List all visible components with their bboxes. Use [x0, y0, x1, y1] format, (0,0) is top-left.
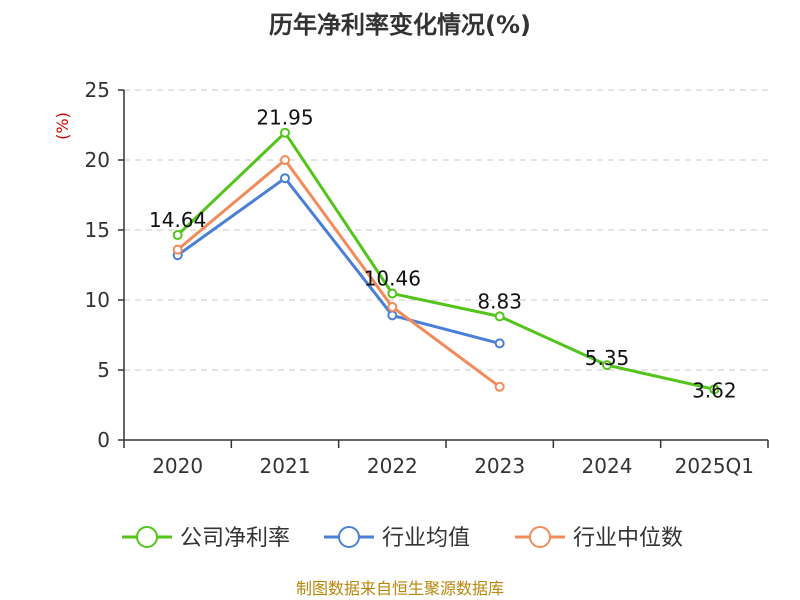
y-tick-labels: 0 5 10 15 20 25	[85, 78, 110, 452]
x-tick-label: 2024	[582, 454, 633, 478]
x-tick-label: 2020	[152, 454, 203, 478]
y-tick-label: 25	[85, 78, 110, 102]
y-tick-label: 20	[85, 148, 110, 172]
data-point	[602, 360, 612, 371]
legend-marker	[338, 526, 360, 548]
legend-item[interactable]: 公司净利率	[122, 526, 290, 551]
data-point	[280, 155, 290, 165]
data-label: 8.83	[477, 289, 522, 313]
data-point	[387, 302, 398, 312]
x-tick-label: 2025Q1	[675, 454, 754, 478]
legend-label: 行业均值	[382, 526, 470, 551]
axes	[118, 89, 769, 448]
grid-lines	[124, 89, 768, 371]
series-layer	[172, 127, 720, 395]
series-line	[176, 131, 715, 391]
y-tick-label: 5	[97, 358, 110, 382]
chart-title: 历年净利率变化情况(%)	[269, 11, 531, 39]
legend-marker	[529, 526, 551, 548]
data-label: 21.95	[256, 106, 313, 130]
y-axis-unit: (%)	[53, 112, 72, 140]
legend-label: 行业中位数	[573, 526, 683, 551]
legend-marker	[136, 526, 158, 548]
legend: 公司净利率 行业均值 行业中位数	[122, 526, 683, 551]
series-line	[176, 158, 501, 389]
data-point	[709, 384, 720, 395]
y-tick-label: 15	[85, 218, 110, 242]
data-label: 3.62	[692, 378, 737, 402]
legend-item[interactable]: 行业中位数	[515, 526, 683, 551]
x-tick-labels: 2020 2021 2022 2023 2024 2025Q1	[152, 454, 754, 478]
source-note: 制图数据来自恒生聚源数据库	[296, 579, 504, 598]
data-label: 14.64	[149, 208, 206, 232]
data-point	[387, 288, 398, 299]
legend-label: 公司净利率	[180, 526, 290, 551]
data-label: 10.46	[364, 267, 421, 291]
data-labels: 14.64 21.95 10.46 8.83 5.35 3.62	[149, 106, 737, 403]
x-tick-label: 2022	[367, 454, 418, 478]
data-point	[280, 173, 290, 184]
x-tick-label: 2021	[260, 454, 311, 478]
y-tick-label: 10	[85, 288, 110, 312]
data-point	[494, 311, 505, 322]
data-point	[172, 230, 183, 241]
data-point	[494, 338, 505, 349]
data-point	[172, 244, 183, 255]
data-point	[387, 310, 398, 321]
x-tick-label: 2023	[474, 454, 525, 478]
series-line	[176, 176, 501, 345]
data-point	[280, 127, 290, 138]
data-label: 5.35	[585, 346, 630, 370]
data-point	[494, 381, 505, 392]
legend-item[interactable]: 行业均值	[324, 526, 470, 551]
y-tick-label: 0	[97, 428, 110, 452]
